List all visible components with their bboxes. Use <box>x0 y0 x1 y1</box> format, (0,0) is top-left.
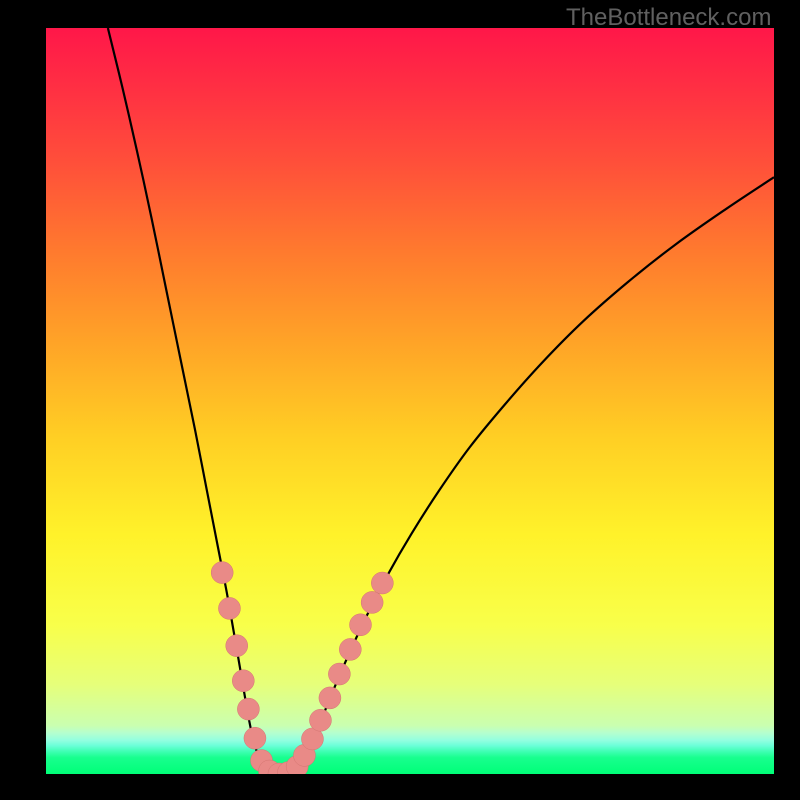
data-dot <box>350 614 372 636</box>
plot-frame: TheBottleneck.com <box>0 0 800 800</box>
data-dot <box>361 591 383 613</box>
watermark-text: TheBottleneck.com <box>566 4 771 32</box>
data-dot <box>244 727 266 749</box>
data-dot <box>211 562 233 584</box>
data-dot <box>237 698 259 720</box>
data-dot <box>226 635 248 657</box>
data-dot <box>309 709 331 731</box>
data-dot <box>328 663 350 685</box>
data-dot <box>319 687 341 709</box>
data-dot <box>232 670 254 692</box>
gradient-background <box>46 28 774 774</box>
plot-area <box>46 28 774 774</box>
data-dot <box>339 638 361 660</box>
data-dot <box>218 597 240 619</box>
chart-svg <box>46 28 774 774</box>
data-dot <box>371 572 393 594</box>
